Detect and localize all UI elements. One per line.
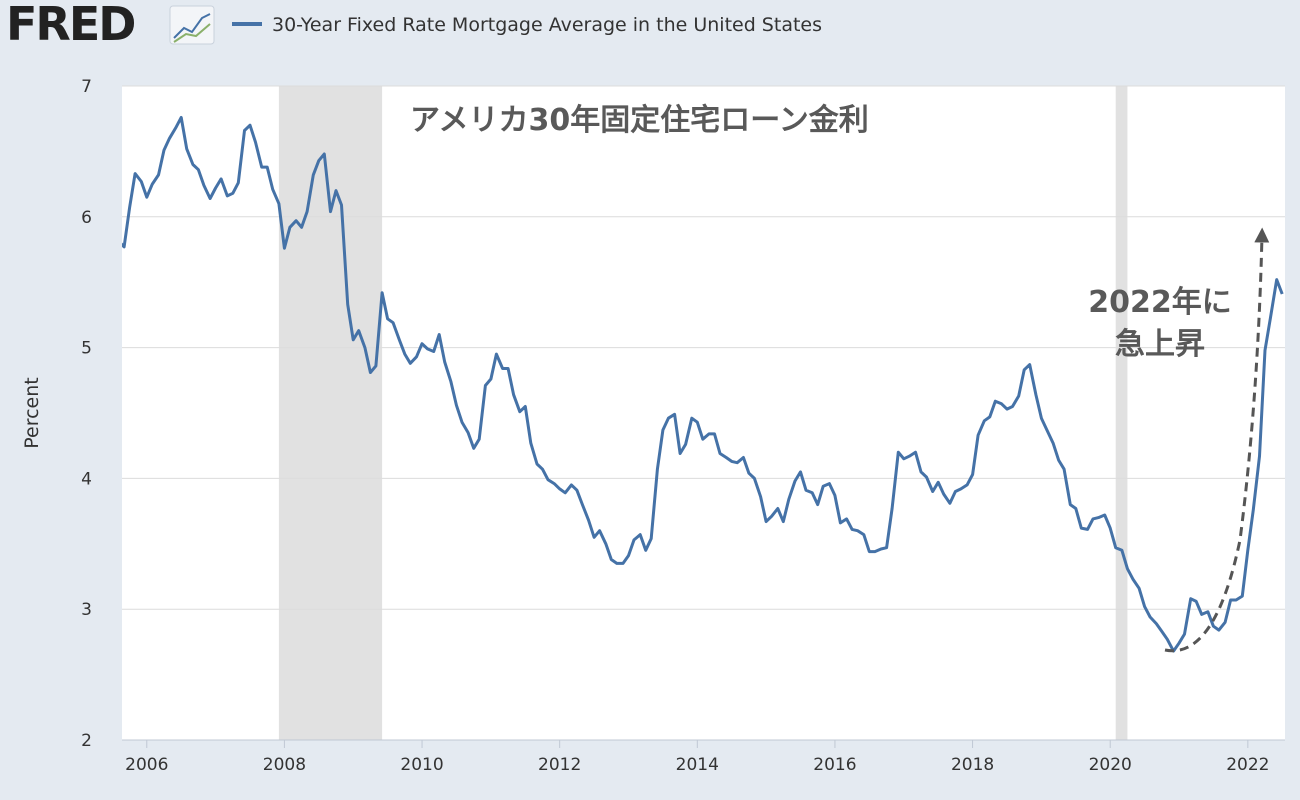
annotation-arrow [1164, 227, 1270, 653]
x-tick-label: 2014 [676, 755, 719, 775]
x-tick-label: 2020 [1089, 755, 1132, 775]
x-tick-label: 2006 [125, 755, 168, 775]
y-tick-label: 2 [81, 731, 92, 751]
x-tick-label: 2008 [263, 755, 306, 775]
annotation: 急上昇 [1115, 327, 1205, 362]
annotation-title: アメリカ30年固定住宅ローン金利 [410, 103, 869, 138]
y-tick-label: 7 [81, 77, 92, 97]
brand-logo[interactable]: FRED [6, 0, 136, 51]
x-tick-label: 2012 [538, 755, 581, 775]
x-tick-label: 2018 [951, 755, 994, 775]
recession-band [1115, 86, 1128, 740]
recession-band [278, 86, 383, 740]
legend-label[interactable]: 30-Year Fixed Rate Mortgage Average in t… [272, 14, 822, 36]
y-axis-label: Percent [21, 377, 43, 449]
y-tick-label: 3 [81, 600, 92, 620]
y-tick-label: 5 [81, 339, 92, 359]
y-tick-label: 4 [81, 469, 92, 489]
x-tick-label: 2010 [400, 755, 443, 775]
y-tick-label: 6 [81, 208, 92, 228]
x-tick-label: 2016 [813, 755, 856, 775]
logo-icon [169, 5, 215, 45]
annotation: 2022年に [1088, 285, 1232, 320]
series-line [122, 115, 1284, 653]
x-tick-label: 2022 [1226, 755, 1269, 775]
